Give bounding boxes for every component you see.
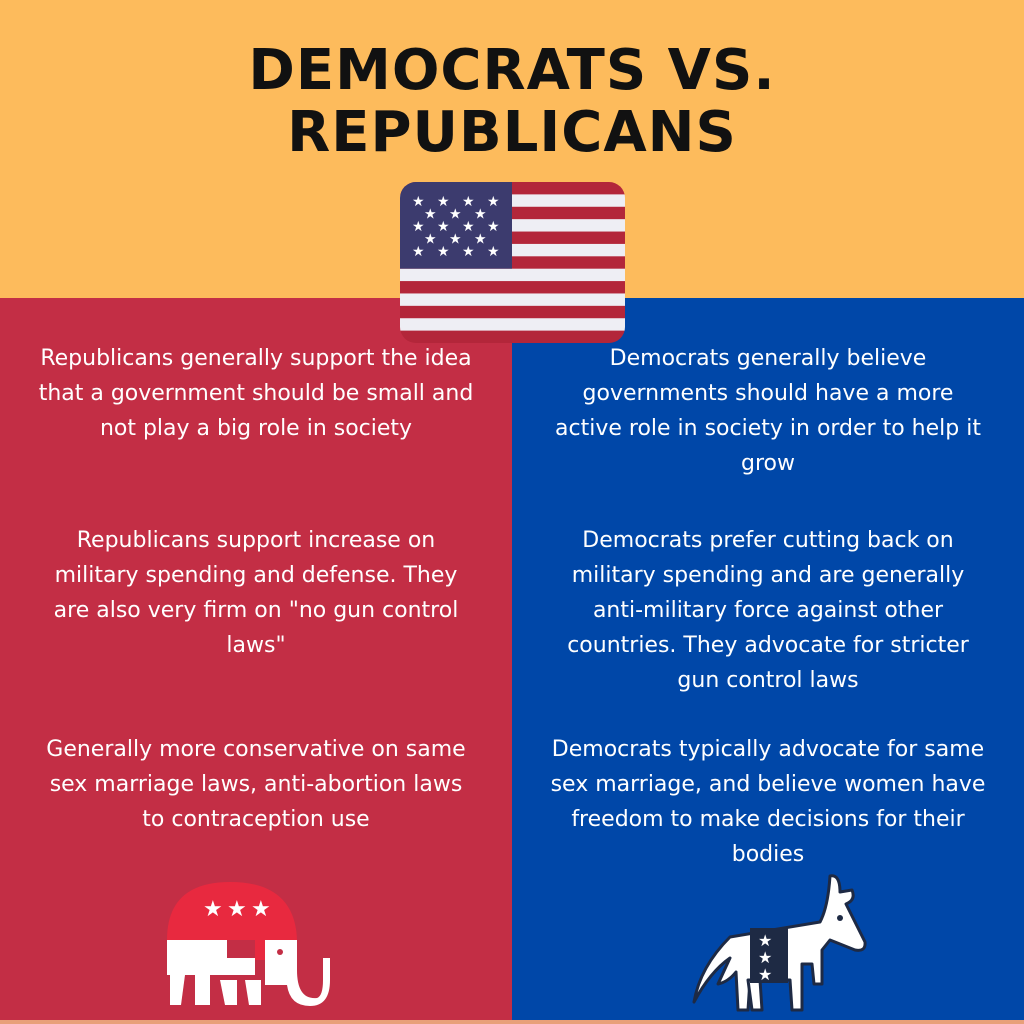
flag-star: ★ xyxy=(449,232,462,248)
title-line-2: REPUBLICANS xyxy=(287,100,737,165)
us-flag-icon: ★ ★ ★ ★ ★ ★ ★ ★ ★ ★ ★ ★ ★ ★ ★ ★ ★ ★ xyxy=(400,182,625,343)
svg-text:★: ★ xyxy=(227,897,247,922)
republican-point-2: Republicans support increase on military… xyxy=(53,528,459,658)
flag-star: ★ xyxy=(412,219,425,235)
flag-star: ★ xyxy=(474,232,487,248)
flag-star: ★ xyxy=(412,244,425,260)
flag-stripe xyxy=(400,281,625,294)
bottom-border xyxy=(0,1020,1024,1024)
flag-star: ★ xyxy=(487,244,500,260)
svg-text:★: ★ xyxy=(758,965,772,984)
flag-star: ★ xyxy=(462,244,475,260)
flag-star: ★ xyxy=(424,207,437,223)
democrat-point-1: Democrats generally believe governments … xyxy=(555,346,981,476)
democrat-point-3: Democrats typically advocate for same se… xyxy=(550,737,986,867)
republican-point-3: Generally more conservative on same sex … xyxy=(46,737,466,832)
flag-star: ★ xyxy=(462,194,475,210)
flag-stripe xyxy=(400,293,625,307)
svg-text:★: ★ xyxy=(203,897,223,922)
flag-stripe xyxy=(400,318,625,332)
democrat-panel xyxy=(512,298,1024,1024)
flag-stripe xyxy=(400,330,625,343)
flag-star: ★ xyxy=(462,219,475,235)
flag-star: ★ xyxy=(437,194,450,210)
flag-stripe xyxy=(400,268,625,282)
flag-star: ★ xyxy=(424,232,437,248)
svg-text:★: ★ xyxy=(758,948,772,967)
elephant-icon: ★ ★ ★ xyxy=(165,880,335,1014)
republican-point-1: Republicans generally support the idea t… xyxy=(38,346,474,441)
flag-star: ★ xyxy=(487,219,500,235)
flag-canton xyxy=(400,182,512,269)
flag-star: ★ xyxy=(474,207,487,223)
flag-star: ★ xyxy=(449,207,462,223)
flag-star: ★ xyxy=(412,194,425,210)
title-line-1: DEMOCRATS VS. xyxy=(248,38,776,103)
page-title: DEMOCRATS VS. REPUBLICANS xyxy=(0,40,1024,164)
democrat-point-2: Democrats prefer cutting back on militar… xyxy=(567,528,969,693)
flag-stripe xyxy=(400,305,625,319)
svg-text:★: ★ xyxy=(251,897,271,922)
flag-star: ★ xyxy=(487,194,500,210)
flag-star: ★ xyxy=(437,244,450,260)
donkey-icon: ★ ★ ★ xyxy=(690,872,870,1016)
flag-star: ★ xyxy=(437,219,450,235)
svg-text:★: ★ xyxy=(758,931,772,950)
